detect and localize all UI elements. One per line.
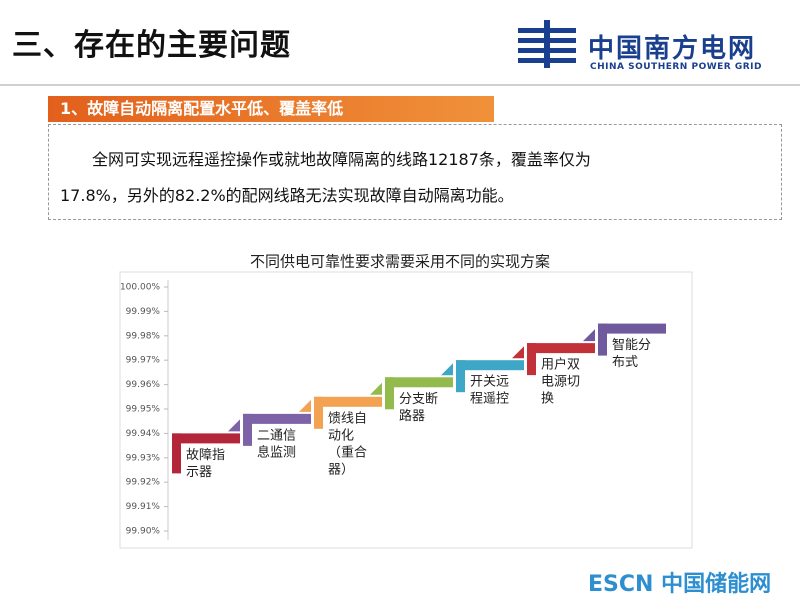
logo-subtext: CHINA SOUTHERN POWER GRID [590,62,762,72]
step-arrow [228,419,240,432]
paragraph-line: 全网可实现远程遥控操作或就地故障隔离的线路12187条，覆盖率仅为 [92,150,591,169]
step-bar [314,396,382,407]
step-label: 动化 [328,428,354,443]
divider [0,84,800,86]
chart-frame [119,271,693,549]
step-arrow [441,363,453,376]
step-label: 器） [328,462,354,477]
y-tick-label: 99.96% [126,380,161,390]
step-arrow [583,329,595,342]
step-arrow [299,399,311,412]
logo-text: 中国南方电网 [588,34,757,64]
text-box [48,124,782,220]
step-label: 息监测 [257,444,296,460]
step-riser [243,413,252,446]
y-tick-label: 99.90% [126,527,161,537]
section-heading: 1、故障自动隔离配置水平低、覆盖率低 [48,96,494,122]
step-label: 开关远 [470,375,509,390]
step-label: 分支断 [399,392,438,407]
step-label: 电源切 [541,375,580,390]
step-bar [527,343,595,354]
watermark: ESCN 中国储能网 [588,572,772,597]
step-bar [456,360,524,371]
step-label: 布式 [612,355,638,370]
step-bar [598,323,666,334]
step-label: 用户双 [541,357,580,373]
step-riser [598,323,607,356]
chart-title: 不同供电可靠性要求需要采用不同的实现方案 [250,253,550,271]
step-label: 智能分 [612,338,651,353]
step-bar [172,433,240,444]
step-label: 馈线自 [328,411,367,426]
step-bar [385,377,453,388]
y-tick-label: 99.91% [126,502,161,512]
step-bar [243,413,311,424]
step-label: 程遥控 [470,392,509,407]
y-tick-label: 99.94% [126,429,161,439]
step-label: 故障指 [186,448,225,463]
step-riser [172,433,181,474]
slide-title: 三、存在的主要问题 [12,28,291,63]
step-riser [527,343,536,376]
y-tick-label: 99.93% [126,453,161,463]
y-tick-label: 99.98% [126,331,161,341]
y-tick-label: 99.99% [126,307,161,317]
step-label: 路器 [399,408,425,424]
step-arrow [512,346,524,359]
logo-mark [518,20,576,68]
step-label: 换 [541,392,554,407]
step-label: 示器 [186,465,212,480]
step-arrow [370,382,382,395]
y-tick-label: 100.00% [120,283,160,293]
y-tick-label: 99.92% [126,478,161,488]
paragraph-line: 17.8%，另外的82.2%的配网线路无法实现故障自动隔离功能。 [60,186,514,205]
step-label: 二通信 [257,428,296,443]
y-tick-label: 99.97% [126,356,161,366]
step-label: （重合 [328,444,367,460]
step-riser [314,396,323,429]
step-riser [456,360,465,393]
step-riser [385,377,394,410]
y-tick-label: 99.95% [126,405,161,415]
